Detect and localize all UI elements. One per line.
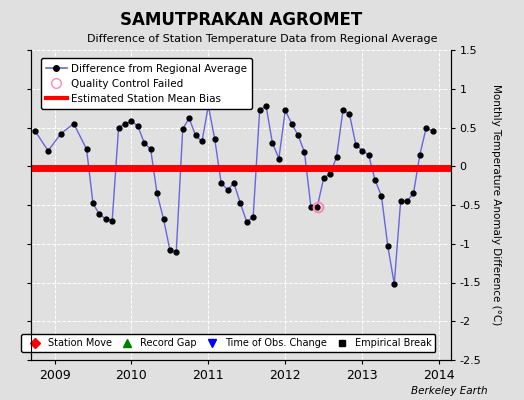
Title: SAMUTPRAKAN AGROMET: SAMUTPRAKAN AGROMET xyxy=(120,11,362,29)
Text: Berkeley Earth: Berkeley Earth xyxy=(411,386,487,396)
Legend: Station Move, Record Gap, Time of Obs. Change, Empirical Break: Station Move, Record Gap, Time of Obs. C… xyxy=(21,334,435,352)
Y-axis label: Monthly Temperature Anomaly Difference (°C): Monthly Temperature Anomaly Difference (… xyxy=(491,84,501,326)
Text: Difference of Station Temperature Data from Regional Average: Difference of Station Temperature Data f… xyxy=(87,34,437,44)
